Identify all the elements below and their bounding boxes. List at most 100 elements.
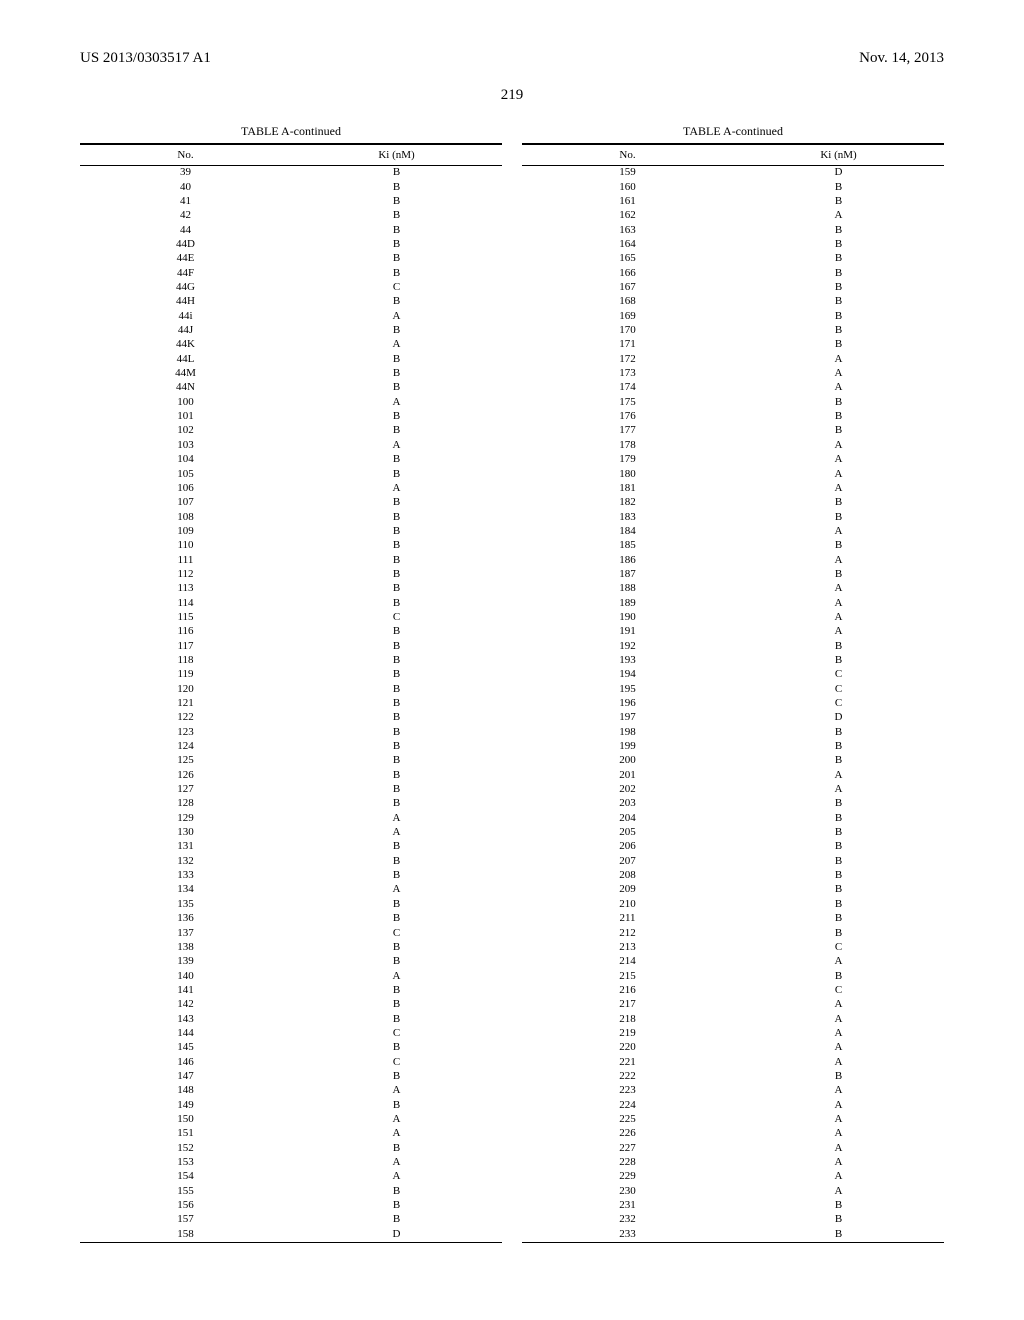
cell-no: 103: [80, 439, 291, 453]
cell-no: 184: [522, 525, 733, 539]
cell-no: 133: [80, 869, 291, 883]
cell-ki: A: [291, 439, 502, 453]
cell-no: 174: [522, 381, 733, 395]
cell-no: 127: [80, 783, 291, 797]
cell-no: 191: [522, 625, 733, 639]
cell-ki: A: [291, 1156, 502, 1170]
cell-no: 142: [80, 998, 291, 1012]
cell-ki: A: [733, 1098, 944, 1112]
cell-no: 140: [80, 969, 291, 983]
cell-no: 217: [522, 998, 733, 1012]
cell-ki: B: [733, 1199, 944, 1213]
table-row: 174A: [522, 381, 944, 395]
table-row: 176B: [522, 410, 944, 424]
cell-ki: B: [733, 869, 944, 883]
cell-no: 193: [522, 654, 733, 668]
cell-ki: A: [733, 768, 944, 782]
cell-ki: B: [733, 539, 944, 553]
table-row: 213C: [522, 941, 944, 955]
cell-ki: B: [291, 209, 502, 223]
table-row: 104B: [80, 453, 502, 467]
cell-no: 231: [522, 1199, 733, 1213]
publication-number: US 2013/0303517 A1: [80, 50, 211, 67]
cell-no: 104: [80, 453, 291, 467]
cell-ki: A: [733, 1113, 944, 1127]
table-row: 183B: [522, 510, 944, 524]
cell-no: 116: [80, 625, 291, 639]
cell-ki: B: [291, 496, 502, 510]
cell-no: 162: [522, 209, 733, 223]
cell-no: 204: [522, 811, 733, 825]
cell-ki: B: [733, 266, 944, 280]
cell-ki: C: [291, 1055, 502, 1069]
cell-no: 112: [80, 568, 291, 582]
cell-ki: A: [733, 1012, 944, 1026]
data-table-left: No. Ki (nM) 39B40B41B42B44B44DB44EB44FB4…: [80, 145, 502, 1242]
table-row: 199B: [522, 740, 944, 754]
cell-ki: A: [291, 338, 502, 352]
cell-ki: B: [733, 840, 944, 854]
table-row: 161B: [522, 195, 944, 209]
cell-ki: C: [733, 668, 944, 682]
cell-ki: A: [733, 1141, 944, 1155]
cell-ki: B: [291, 596, 502, 610]
cell-no: 206: [522, 840, 733, 854]
cell-ki: A: [291, 826, 502, 840]
cell-no: 44E: [80, 252, 291, 266]
cell-ki: B: [291, 998, 502, 1012]
table-row: 148A: [80, 1084, 502, 1098]
table-row: 220A: [522, 1041, 944, 1055]
cell-no: 176: [522, 410, 733, 424]
cell-ki: B: [733, 898, 944, 912]
cell-ki: B: [733, 855, 944, 869]
table-row: 184A: [522, 525, 944, 539]
cell-no: 211: [522, 912, 733, 926]
cell-ki: A: [733, 367, 944, 381]
table-row: 147B: [80, 1070, 502, 1084]
table-row: 44iA: [80, 309, 502, 323]
table-row: 44KA: [80, 338, 502, 352]
cell-ki: B: [291, 912, 502, 926]
cell-ki: B: [291, 381, 502, 395]
table-row: 187B: [522, 568, 944, 582]
table-row: 167B: [522, 281, 944, 295]
cell-no: 155: [80, 1184, 291, 1198]
table-row: 44EB: [80, 252, 502, 266]
cell-no: 187: [522, 568, 733, 582]
cell-no: 171: [522, 338, 733, 352]
table-row: 223A: [522, 1084, 944, 1098]
cell-no: 148: [80, 1084, 291, 1098]
cell-no: 40: [80, 180, 291, 194]
table-row: 206B: [522, 840, 944, 854]
table-row: 221A: [522, 1055, 944, 1069]
cell-ki: B: [733, 195, 944, 209]
cell-no: 218: [522, 1012, 733, 1026]
cell-no: 165: [522, 252, 733, 266]
cell-no: 212: [522, 926, 733, 940]
cell-no: 143: [80, 1012, 291, 1026]
cell-ki: A: [733, 998, 944, 1012]
cell-no: 215: [522, 969, 733, 983]
table-row: 119B: [80, 668, 502, 682]
cell-ki: B: [733, 568, 944, 582]
cell-no: 214: [522, 955, 733, 969]
cell-ki: B: [291, 797, 502, 811]
cell-ki: B: [291, 682, 502, 696]
cell-ki: A: [291, 883, 502, 897]
col-header-no: No.: [522, 145, 733, 166]
table-row: 101B: [80, 410, 502, 424]
cell-no: 41: [80, 195, 291, 209]
table-row: 135B: [80, 898, 502, 912]
cell-ki: B: [291, 510, 502, 524]
table-row: 115C: [80, 611, 502, 625]
cell-no: 134: [80, 883, 291, 897]
cell-no: 208: [522, 869, 733, 883]
table-row: 191A: [522, 625, 944, 639]
table-row: 200B: [522, 754, 944, 768]
cell-ki: B: [733, 180, 944, 194]
cell-ki: B: [291, 711, 502, 725]
cell-no: 100: [80, 396, 291, 410]
table-row: 180A: [522, 467, 944, 481]
table-row: 172A: [522, 352, 944, 366]
cell-no: 172: [522, 352, 733, 366]
